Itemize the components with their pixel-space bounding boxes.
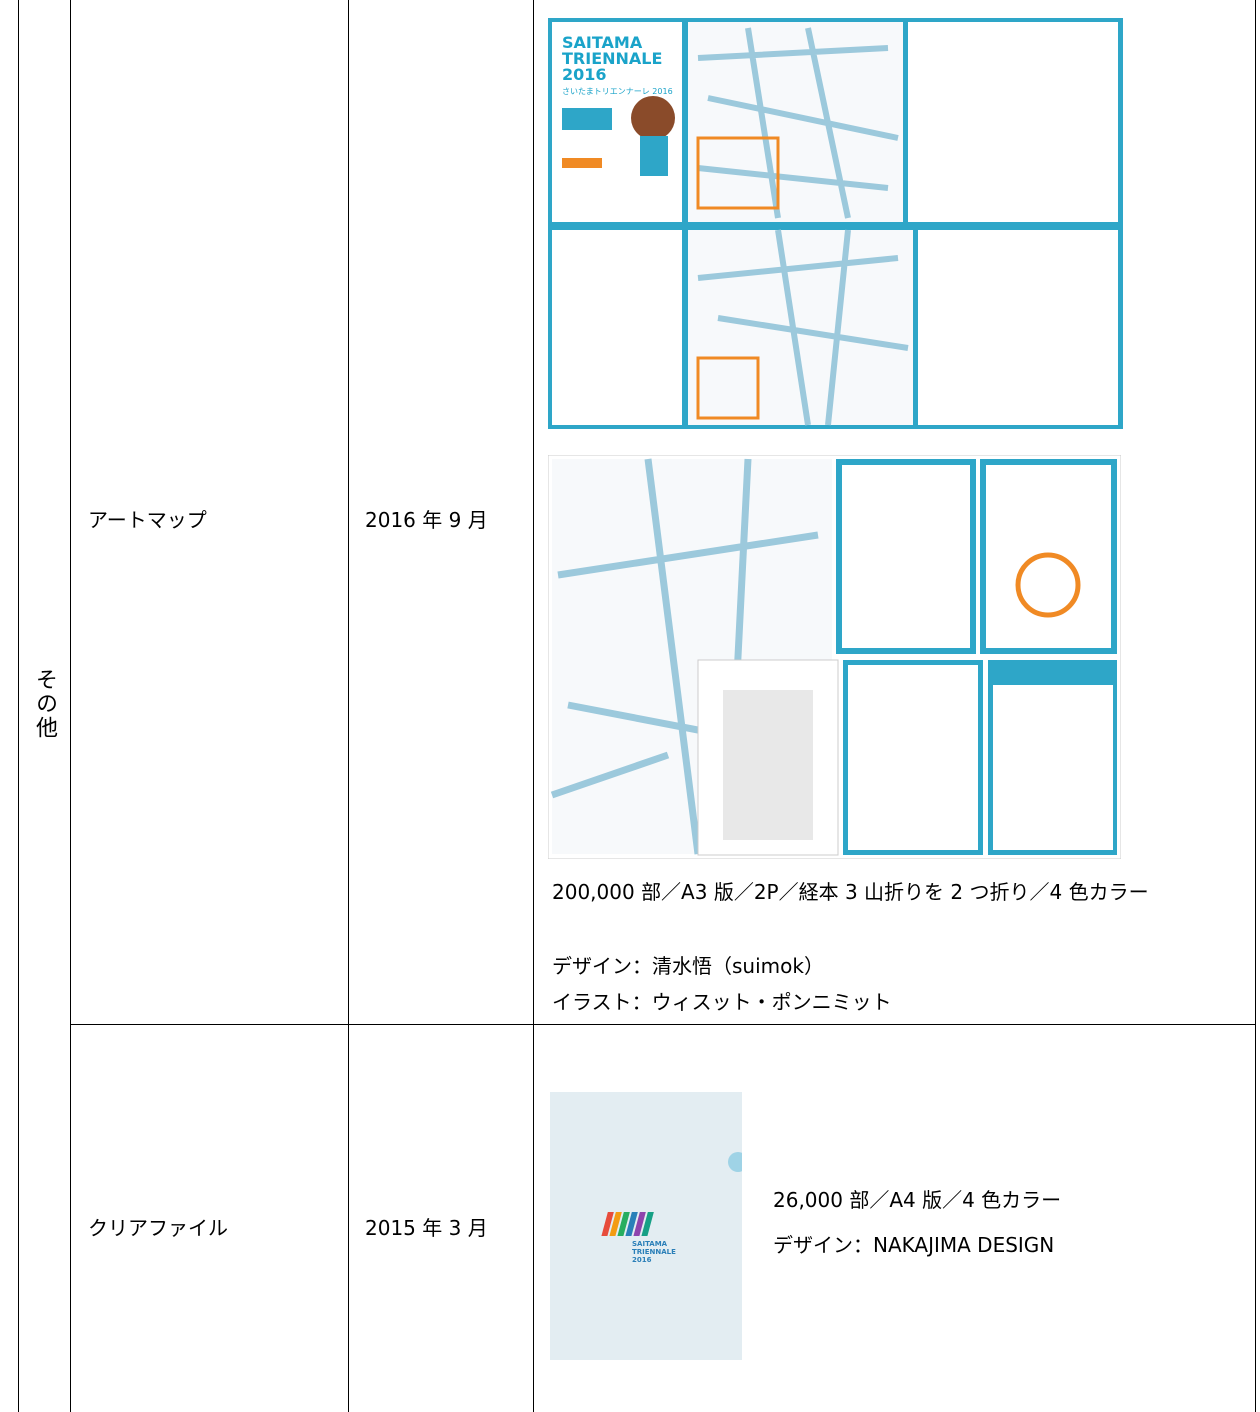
border bbox=[533, 0, 534, 1412]
border bbox=[348, 0, 349, 1412]
date: 2015 年 3 月 bbox=[365, 1216, 488, 1240]
detail: デザイン：NAKAJIMA DESIGN bbox=[773, 1233, 1055, 1257]
clear-file-image: SAITAMA TRIENNALE 2016 bbox=[550, 1092, 742, 1360]
item: クリアファイル bbox=[88, 1216, 228, 1240]
detail: 200,000 部／A3 版／2P／経本 3 山折りを 2 つ折り／4 色カラー bbox=[552, 880, 1149, 904]
cover-text: TRIENNALE bbox=[632, 1248, 676, 1256]
cover-text: 2016 bbox=[562, 65, 607, 84]
date: 2016 年 9 月 bbox=[365, 508, 488, 532]
item: アートマップ bbox=[88, 508, 207, 532]
border bbox=[70, 1024, 1256, 1025]
cover-text: TRIENNALE bbox=[562, 49, 662, 68]
detail: デザイン：清水悟（suimok） bbox=[552, 954, 824, 978]
border bbox=[1255, 0, 1256, 1412]
cover-text: 2016 bbox=[632, 1256, 652, 1264]
detail: イラスト：ウィスット・ポンニミット bbox=[552, 990, 892, 1014]
cover-text: SAITAMA bbox=[562, 33, 643, 52]
border bbox=[70, 0, 71, 1412]
detail: 26,000 部／A4 版／4 色カラー bbox=[773, 1188, 1062, 1212]
art-map-image-2 bbox=[548, 455, 1121, 859]
cover-text: さいたまトリエンナーレ 2016 bbox=[562, 87, 673, 96]
border bbox=[18, 0, 19, 1412]
art-map-image-1: SAITAMA TRIENNALE 2016 さいたまトリエンナーレ 2016 bbox=[548, 18, 1123, 429]
cover-text: SAITAMA bbox=[632, 1240, 668, 1248]
category: その他 bbox=[32, 668, 57, 740]
